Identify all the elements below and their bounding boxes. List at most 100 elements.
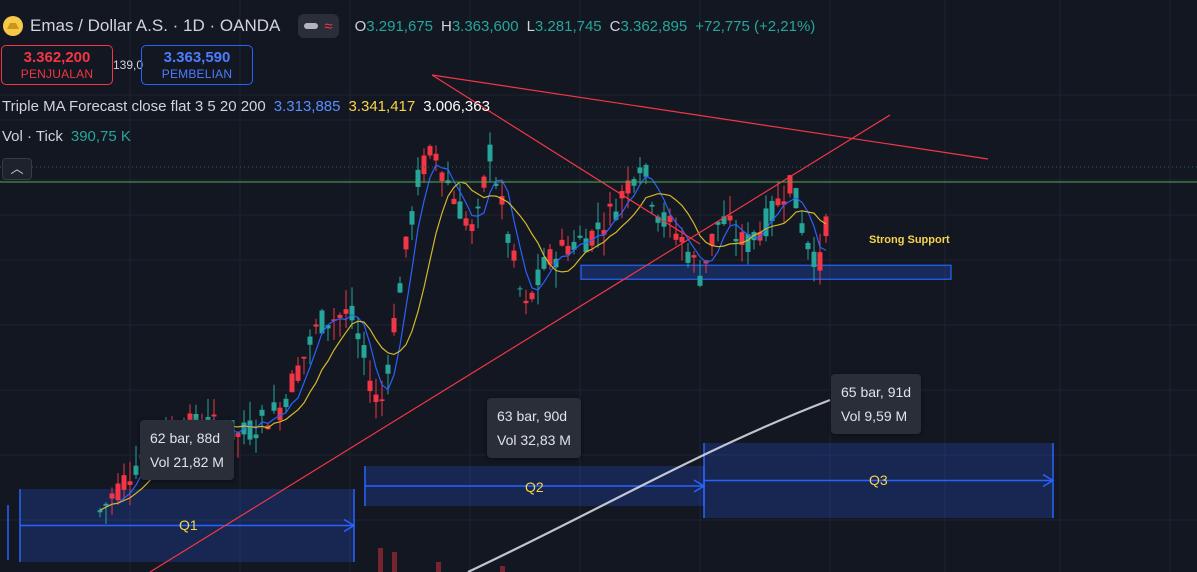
- candle: [235, 432, 241, 437]
- candle: [379, 399, 385, 402]
- descending-trendline: [431, 74, 701, 245]
- candle: [547, 249, 553, 265]
- ma-fast-value: 3.313,885: [273, 98, 341, 115]
- candle: [607, 203, 613, 207]
- range-label-q1: Q1: [179, 517, 198, 533]
- ma-indicator-legend[interactable]: Triple MA Forecast close flat 3 5 20 200…: [2, 98, 490, 115]
- collapse-legend-button[interactable]: ︿: [2, 158, 32, 180]
- candle: [409, 211, 415, 225]
- indicator-name: Triple MA Forecast close flat 3 5 20 200: [2, 98, 266, 115]
- candle: [109, 493, 115, 499]
- candle: [649, 204, 655, 207]
- candle: [343, 309, 349, 314]
- candle: [739, 232, 745, 246]
- tooltip-volume: Vol 9,59 M: [841, 408, 908, 424]
- candle: [469, 224, 475, 232]
- candle: [319, 310, 325, 334]
- candle: [283, 398, 289, 408]
- candle: [511, 250, 517, 261]
- candle: [775, 198, 781, 206]
- candle: [781, 201, 787, 205]
- candle: [727, 215, 733, 221]
- support-label: Strong Support: [869, 234, 950, 246]
- volume-bar: [436, 562, 441, 572]
- gold-icon: [3, 16, 23, 36]
- candle: [451, 198, 457, 205]
- spread-value: 139,0: [113, 58, 144, 72]
- volume-bar: [378, 548, 383, 572]
- volume-bar: [392, 552, 397, 572]
- candle: [277, 407, 283, 421]
- candle: [817, 252, 823, 271]
- volume-legend[interactable]: Vol · Tick 390,75 K: [2, 128, 131, 145]
- buy-button[interactable]: 3.363,590 PEMBELIAN: [141, 45, 253, 85]
- ohlc-value: 3.363,600: [451, 17, 519, 35]
- candle: [655, 216, 661, 223]
- indicator-toggle[interactable]: ≈: [298, 14, 339, 38]
- candle: [211, 414, 217, 417]
- candle: [529, 292, 535, 300]
- candle: [355, 333, 361, 340]
- candle: [685, 251, 691, 263]
- ma-slow-value: 3.006,363: [423, 98, 490, 115]
- candle: [673, 233, 679, 240]
- candle: [799, 223, 805, 233]
- candle: [295, 365, 301, 381]
- ohlc-key: H: [440, 17, 452, 35]
- volume-bar: [500, 566, 505, 572]
- candle: [709, 233, 715, 246]
- range-tooltip-q1: 62 bar, 88d Vol 21,82 M: [140, 420, 234, 480]
- candle: [133, 465, 139, 475]
- volume-name: Vol · Tick: [2, 128, 63, 145]
- candle: [625, 180, 631, 194]
- candle: [127, 481, 133, 485]
- candle: [361, 345, 367, 358]
- sell-button[interactable]: 3.362,200 PENJUALAN: [1, 45, 113, 85]
- ohlc-key: L: [526, 17, 535, 35]
- candle: [679, 237, 685, 243]
- candle: [733, 238, 739, 242]
- buy-label: PEMBELIAN: [161, 67, 233, 81]
- candle: [403, 236, 409, 250]
- tooltip-volume: Vol 32,83 M: [497, 432, 571, 448]
- candle: [385, 364, 391, 374]
- candle: [757, 232, 763, 241]
- candle: [505, 234, 511, 243]
- candle: [499, 196, 505, 205]
- candle: [691, 255, 697, 258]
- candle: [121, 475, 127, 490]
- candle: [457, 201, 463, 219]
- candle: [523, 300, 529, 304]
- candle: [697, 275, 703, 286]
- ohlc-value: 3.362,895: [620, 17, 688, 35]
- candle: [271, 402, 277, 411]
- range-tooltip-q2: 63 bar, 90d Vol 32,83 M: [487, 398, 581, 458]
- volume-value: 390,75 K: [70, 128, 131, 145]
- candle: [577, 235, 583, 238]
- candle: [811, 251, 817, 268]
- buy-price: 3.363,590: [163, 49, 231, 66]
- range-arrow-head: [1042, 473, 1055, 488]
- tooltip-bars: 65 bar, 91d: [841, 384, 912, 400]
- candle: [115, 483, 121, 501]
- candle: [583, 238, 589, 253]
- resistance-trendline: [431, 74, 989, 160]
- chevron-up-icon: ︿: [10, 161, 24, 176]
- ohlc-key: C: [609, 17, 621, 35]
- ma-slow-line: [467, 398, 831, 572]
- minus-icon: [304, 23, 319, 29]
- candle: [193, 414, 199, 426]
- candle: [565, 245, 571, 255]
- candle: [463, 218, 469, 226]
- candle: [589, 230, 595, 246]
- candle: [493, 183, 499, 186]
- symbol-title[interactable]: Emas / Dollar A.S. · 1D · OANDA: [30, 16, 281, 35]
- wave-icon: ≈: [324, 17, 333, 35]
- support-zone: [580, 264, 952, 280]
- candle: [349, 305, 355, 321]
- candle: [643, 164, 649, 177]
- candle: [613, 211, 619, 220]
- candle: [313, 324, 319, 327]
- candle: [751, 232, 757, 241]
